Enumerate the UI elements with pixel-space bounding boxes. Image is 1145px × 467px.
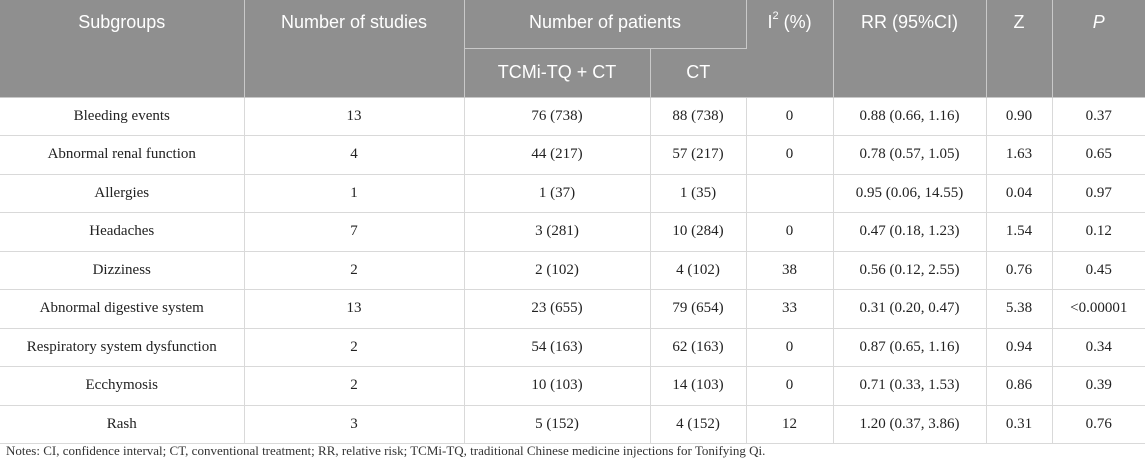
cell-tcmi-tq-ct: 54 (163) <box>464 328 651 367</box>
cell-i2: 12 <box>746 405 834 444</box>
cell-i2: 0 <box>746 135 834 175</box>
cell-rr: 0.87 (0.65, 1.16) <box>833 328 987 367</box>
cell-rr: 0.78 (0.57, 1.05) <box>833 135 987 175</box>
cell-z: 0.90 <box>986 96 1053 136</box>
cell-p: 0.37 <box>1052 96 1145 136</box>
cell-i2: 0 <box>746 96 834 136</box>
cell-tcmi-tq-ct: 1 (37) <box>464 174 651 213</box>
cell-subgroup: Abnormal renal function <box>0 135 245 175</box>
cell-p: 0.65 <box>1052 135 1145 175</box>
header-ct: CT <box>650 48 747 98</box>
cell-z: 0.76 <box>986 251 1053 290</box>
cell-rr: 0.95 (0.06, 14.55) <box>833 174 987 213</box>
cell-ct: 1 (35) <box>650 174 747 213</box>
cell-tcmi-tq-ct: 44 (217) <box>464 135 651 175</box>
cell-subgroup: Respiratory system dysfunction <box>0 328 245 367</box>
table-row: Abnormal renal function 4 44 (217) 57 (217)… <box>0 135 1145 175</box>
table-row: Headaches 7 3 (281) 10 (284) 0 0.47 (0.18, 1.… <box>0 212 1145 252</box>
cell-p: 0.39 <box>1052 366 1145 406</box>
cell-i2 <box>746 174 834 213</box>
cell-studies: 1 <box>244 174 465 213</box>
cell-i2: 0 <box>746 328 834 367</box>
header-i2-letter: I <box>767 12 773 32</box>
cell-rr: 0.47 (0.18, 1.23) <box>833 212 987 252</box>
cell-rr: 0.56 (0.12, 2.55) <box>833 251 987 290</box>
header-number-of-patients: Number of patients <box>464 0 747 49</box>
cell-subgroup: Dizziness <box>0 251 245 290</box>
cell-z: 0.04 <box>986 174 1053 213</box>
table-header: Subgroups Number of studies Number of pa… <box>0 0 1145 98</box>
cell-z: 0.86 <box>986 366 1053 406</box>
header-p: P <box>1052 0 1145 98</box>
cell-p: <0.00001 <box>1052 289 1145 329</box>
cell-rr: 0.31 (0.20, 0.47) <box>833 289 987 329</box>
cell-p: 0.97 <box>1052 174 1145 213</box>
table-row: Dizziness 2 2 (102) 4 (102) 38 0.56 (0.12, 2.… <box>0 251 1145 290</box>
cell-studies: 2 <box>244 328 465 367</box>
cell-subgroup: Rash <box>0 405 245 444</box>
cell-studies: 2 <box>244 251 465 290</box>
cell-ct: 10 (284) <box>650 212 747 252</box>
cell-z: 1.63 <box>986 135 1053 175</box>
header-row: Subgroups Number of studies Number of pa… <box>0 0 1145 98</box>
cell-tcmi-tq-ct: 10 (103) <box>464 366 651 406</box>
cell-ct: 57 (217) <box>650 135 747 175</box>
header-subgroups: Subgroups <box>0 0 245 98</box>
cell-tcmi-tq-ct: 3 (281) <box>464 212 651 252</box>
cell-i2: 0 <box>746 212 834 252</box>
header-rr: RR (95%CI) <box>833 0 987 98</box>
cell-subgroup: Headaches <box>0 212 245 252</box>
cell-rr: 0.71 (0.33, 1.53) <box>833 366 987 406</box>
cell-tcmi-tq-ct: 76 (738) <box>464 96 651 136</box>
cell-p: 0.76 <box>1052 405 1145 444</box>
table-row: Respiratory system dysfunction 2 54 (163) 6… <box>0 328 1145 367</box>
header-i2-superscript: 2 <box>772 10 779 22</box>
cell-subgroup: Allergies <box>0 174 245 213</box>
header-i2-unit: (%) <box>778 12 812 32</box>
cell-ct: 62 (163) <box>650 328 747 367</box>
cell-p: 0.34 <box>1052 328 1145 367</box>
table-row: Rash 3 5 (152) 4 (152) 12 1.20 (0.37, 3.86) 0.… <box>0 405 1145 444</box>
cell-subgroup: Bleeding events <box>0 96 245 136</box>
cell-ct: 14 (103) <box>650 366 747 406</box>
cell-studies: 4 <box>244 135 465 175</box>
table-row: Bleeding events 13 76 (738) 88 (738) 0 0.88 (… <box>0 96 1145 136</box>
cell-i2: 33 <box>746 289 834 329</box>
cell-ct: 4 (152) <box>650 405 747 444</box>
cell-ct: 79 (654) <box>650 289 747 329</box>
cell-studies: 13 <box>244 96 465 136</box>
cell-subgroup: Ecchymosis <box>0 366 245 406</box>
cell-rr: 1.20 (0.37, 3.86) <box>833 405 987 444</box>
header-z: Z <box>986 0 1053 98</box>
cell-tcmi-tq-ct: 5 (152) <box>464 405 651 444</box>
cell-i2: 0 <box>746 366 834 406</box>
cell-studies: 2 <box>244 366 465 406</box>
cell-i2: 38 <box>746 251 834 290</box>
table-notes: Notes: CI, confidence interval; CT, conv… <box>6 443 766 458</box>
cell-ct: 4 (102) <box>650 251 747 290</box>
table-row: Allergies 1 1 (37) 1 (35) 0.95 (0.06, 14.55)… <box>0 174 1145 213</box>
cell-rr: 0.88 (0.66, 1.16) <box>833 96 987 136</box>
cell-studies: 3 <box>244 405 465 444</box>
cell-p: 0.45 <box>1052 251 1145 290</box>
cell-z: 0.31 <box>986 405 1053 444</box>
table-row: Ecchymosis 2 10 (103) 14 (103) 0 0.71 (0.33, … <box>0 366 1145 406</box>
cell-p: 0.12 <box>1052 212 1145 252</box>
cell-ct: 88 (738) <box>650 96 747 136</box>
cell-z: 5.38 <box>986 289 1053 329</box>
adverse-events-table: Subgroups Number of studies Number of pa… <box>0 0 1145 444</box>
cell-studies: 7 <box>244 212 465 252</box>
header-i2: I2 (%) <box>746 0 834 98</box>
header-tcmi-tq-ct: TCMi-TQ + CT <box>464 48 651 98</box>
table-row: Abnormal digestive system 13 23 (655) 79 (6… <box>0 289 1145 329</box>
table-body: Bleeding events 13 76 (738) 88 (738) 0 0.88 (… <box>0 96 1145 444</box>
header-subrow: TCMi-TQ + CT CT <box>0 48 1145 98</box>
cell-tcmi-tq-ct: 23 (655) <box>464 289 651 329</box>
cell-z: 0.94 <box>986 328 1053 367</box>
cell-studies: 13 <box>244 289 465 329</box>
header-number-of-studies: Number of studies <box>244 0 465 98</box>
cell-z: 1.54 <box>986 212 1053 252</box>
cell-tcmi-tq-ct: 2 (102) <box>464 251 651 290</box>
cell-subgroup: Abnormal digestive system <box>0 289 245 329</box>
